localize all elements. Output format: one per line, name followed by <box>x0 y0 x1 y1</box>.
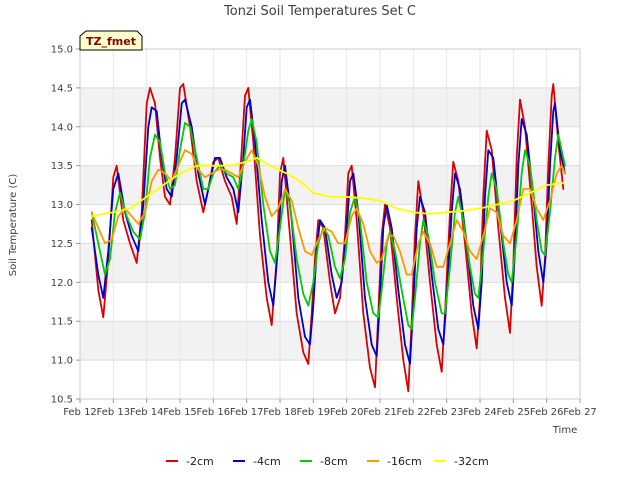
y-axis-label: Soil Temperature (C) <box>8 174 19 277</box>
x-tick-label: Feb 21 <box>363 407 397 418</box>
x-axis-ticks: Feb 12 Feb 13 Feb 14 Feb 15 Feb 16 Feb 17 Feb … <box>63 399 597 418</box>
legend: -2cm -4cm -8cm -16cm -32cm <box>166 455 489 468</box>
y-tick-label: 13.5 <box>51 161 73 172</box>
x-tick-label: Feb 14 <box>130 407 164 418</box>
background-band <box>80 165 580 205</box>
x-tick-label: Feb 26 <box>530 407 564 418</box>
series-line-minus-4cm <box>90 98 566 365</box>
y-tick-label: 12.0 <box>51 278 73 289</box>
x-tick-label: Feb 18 <box>263 407 297 418</box>
series-layer <box>90 83 566 393</box>
background-band <box>80 87 580 127</box>
badge-box <box>79 30 143 51</box>
site-badge: TZ_fmet <box>79 30 143 51</box>
badge-label: TZ_fmet <box>86 35 136 48</box>
legend-label: -4cm <box>253 455 281 468</box>
legend-label: -8cm <box>320 455 348 468</box>
chart-title: Tonzi Soil Temperatures Set C <box>223 4 416 19</box>
series-line-minus-2cm <box>90 83 565 393</box>
background-bands <box>80 87 580 361</box>
x-tick-label: Feb 12 <box>63 407 97 418</box>
y-axis-ticks: 10.5 11.0 11.5 12.0 12.5 13.0 13.5 14.0 14.5 15.0 <box>51 45 80 406</box>
x-tick-label: Feb 20 <box>330 407 364 418</box>
legend-label: -32cm <box>454 455 489 468</box>
x-tick-label: Feb 27 <box>563 407 597 418</box>
y-tick-label: 10.5 <box>51 395 73 406</box>
x-tick-label: Feb 22 <box>397 407 431 418</box>
y-tick-label: 12.5 <box>51 239 73 250</box>
x-tick-label: Feb 17 <box>230 407 264 418</box>
y-tick-label: 14.0 <box>51 122 73 133</box>
x-tick-label: Feb 24 <box>463 407 497 418</box>
y-tick-label: 13.0 <box>51 200 73 211</box>
y-tick-label: 15.0 <box>51 45 73 56</box>
x-axis-label: Time <box>552 425 577 436</box>
y-tick-label: 14.5 <box>51 83 73 94</box>
series-line-minus-32cm <box>90 157 565 218</box>
plot-area <box>79 48 581 400</box>
x-tick-label: Feb 16 <box>197 407 231 418</box>
y-tick-label: 11.5 <box>51 317 73 328</box>
x-tick-label: Feb 23 <box>430 407 464 418</box>
x-tick-label: Feb 13 <box>97 407 131 418</box>
x-tick-label: Feb 15 <box>163 407 197 418</box>
background-band <box>80 321 580 361</box>
x-tick-label: Feb 19 <box>297 407 331 418</box>
series-line-minus-8cm <box>90 118 566 330</box>
legend-label: -16cm <box>387 455 422 468</box>
y-tick-label: 11.0 <box>51 356 73 367</box>
legend-label: -2cm <box>186 455 214 468</box>
x-tick-label: Feb 25 <box>497 407 531 418</box>
